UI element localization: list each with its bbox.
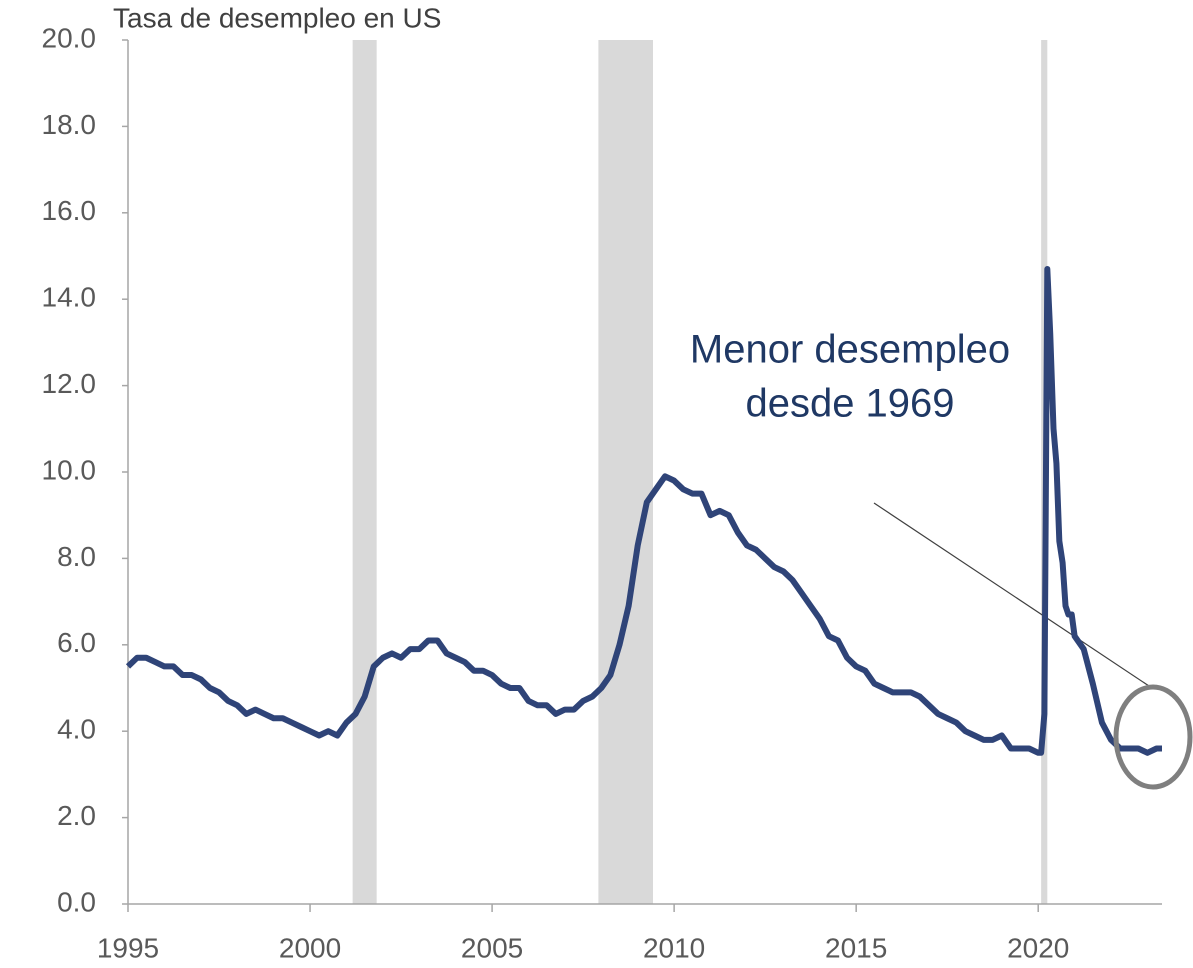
- annotation: desde 1969: [745, 382, 954, 426]
- chart-title: Tasa de desempleo en US: [113, 2, 441, 33]
- y-tick-label: 2.0: [57, 800, 96, 831]
- x-tick-label: 2020: [1007, 932, 1069, 963]
- y-tick-label: 16.0: [42, 195, 97, 226]
- y-tick-label: 20.0: [42, 22, 97, 53]
- y-tick-label: 12.0: [42, 368, 97, 399]
- y-tick-label: 4.0: [57, 714, 96, 745]
- x-tick-label: 2005: [461, 932, 523, 963]
- recession-band: [598, 40, 654, 904]
- recession-bands: [352, 40, 1048, 904]
- unemployment-line: [125, 265, 1162, 756]
- y-tick-label: 0.0: [57, 886, 96, 917]
- x-tick-label: 2000: [279, 932, 341, 963]
- y-tick-label: 14.0: [42, 282, 97, 313]
- y-tick-label: 18.0: [42, 109, 97, 140]
- y-tick-label: 8.0: [57, 541, 96, 572]
- highlight-circle: [1113, 684, 1193, 790]
- annotation-line: [873, 502, 1153, 689]
- x-tick-label: 1995: [97, 932, 159, 963]
- recession-band: [352, 40, 377, 904]
- y-tick-label: 6.0: [57, 627, 96, 658]
- annotation: Menor desempleo: [690, 328, 1010, 372]
- x-tick-label: 2015: [825, 932, 887, 963]
- x-tick-label: 2010: [643, 932, 705, 963]
- y-tick-label: 10.0: [42, 454, 97, 485]
